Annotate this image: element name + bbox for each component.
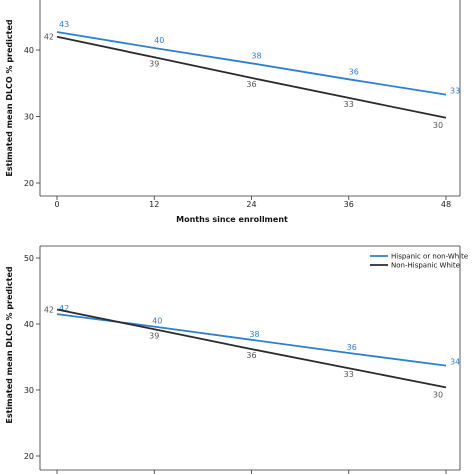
chart2-series-1-data-label: 38: [249, 330, 259, 339]
chart1-y-tick-label: 40: [24, 46, 34, 55]
chart2-series-2-data-label: 36: [246, 351, 256, 360]
chart2-legend-label-2: Non-Hispanic White: [391, 262, 460, 270]
chart1-series-1-data-label: 36: [349, 67, 359, 76]
chart2-series-2-line: [56, 308, 447, 389]
chart2-legend-label-1: Hispanic or non-White: [391, 253, 468, 261]
chart2-y-axis-title: Estimated mean DLCO % predicted: [5, 266, 14, 423]
chart1-series-1-data-label: 43: [59, 20, 69, 29]
chart1-x-tick-label: 24: [246, 200, 256, 209]
chart2-series-1-data-label: 36: [347, 343, 357, 352]
chart1-x-tick-label: 12: [149, 200, 159, 209]
chart1-series-2-line: [56, 35, 447, 119]
chart1-series-2-data-label: 33: [344, 100, 354, 109]
chart2-series-2-data-label: 30: [433, 390, 443, 399]
chart1-x-axis-title: Months since enrollment: [176, 215, 288, 224]
chart2-series-1-data-label: 42: [59, 304, 69, 313]
chart1-series-2-data-label: 30: [433, 121, 443, 130]
chart2-y-tick-label: 40: [24, 320, 34, 329]
chart1-series-2-data-label: 42: [44, 33, 54, 42]
chart1-y-tick-label: 20: [24, 179, 34, 188]
chart1-series-2-data-label: 36: [246, 80, 256, 89]
chart1-x-tick-label: 36: [344, 200, 354, 209]
chart1-y-tick-label: 30: [24, 113, 34, 122]
chart2-series-1-data-label: 34: [450, 358, 460, 367]
chart1-series-2-data-label: 39: [149, 59, 159, 68]
chart2-series-2-data-label: 42: [44, 305, 54, 314]
chart1-series-1-data-label: 33: [450, 87, 460, 96]
chart1-x-tick-label: 48: [441, 200, 451, 209]
chart1-series-1-data-label: 38: [251, 51, 261, 60]
chart1-y-axis-title: Estimated mean DLCO % predicted: [5, 19, 14, 176]
chart2-y-tick-label: 30: [24, 386, 34, 395]
chart2-series-2-data-label: 33: [344, 370, 354, 379]
chart1-series-1-data-label: 40: [154, 36, 164, 45]
chart2-y-tick-label: 50: [24, 254, 34, 263]
chart2-y-tick-label: 20: [24, 452, 34, 461]
chart1-x-tick-label: 0: [54, 200, 59, 209]
chart2-series-1-data-label: 40: [152, 317, 162, 326]
chart2-series-2-data-label: 39: [149, 331, 159, 340]
chart1-series-1-line: [56, 31, 447, 96]
